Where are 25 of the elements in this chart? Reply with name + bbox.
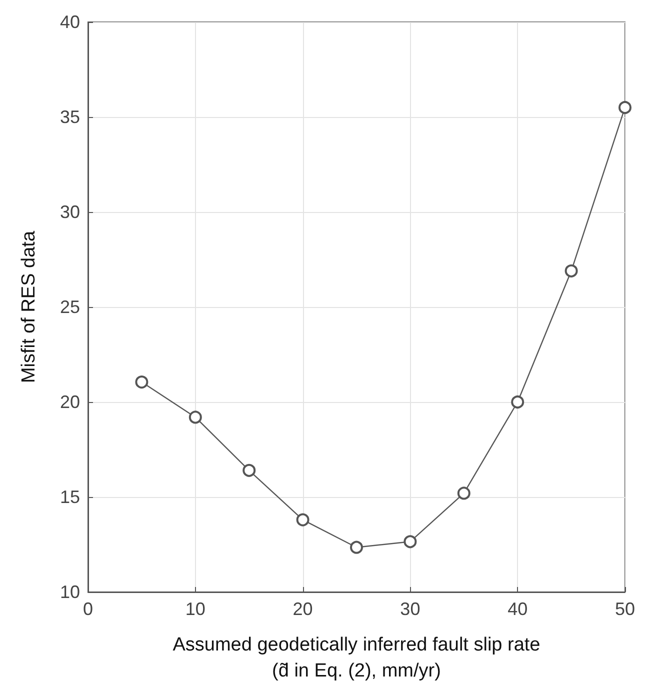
point — [511, 396, 524, 408]
y-tick-label: 10 — [60, 582, 80, 602]
x-axis-title: Assumed geodetically inferred fault slip rate (d̃ in Eq. (2), mm/yr) — [172, 634, 540, 682]
point — [188, 410, 202, 424]
y-tick-label: 25 — [60, 297, 80, 317]
point — [242, 464, 256, 477]
y-tick-label: 30 — [60, 202, 80, 222]
x-tick-label: 20 — [292, 599, 313, 619]
y-tick-label: 15 — [60, 487, 80, 507]
point — [296, 513, 310, 526]
y-axis-title: Misfit of RES data — [18, 230, 40, 384]
point — [564, 264, 578, 278]
y-tick-label: 35 — [60, 107, 80, 127]
x-tick-label: 10 — [185, 599, 206, 619]
x-tick-label: 50 — [614, 599, 636, 619]
x-tick-label: 0 — [82, 599, 94, 619]
point — [135, 376, 148, 389]
y-tick-label: 40 — [60, 12, 80, 32]
x-tick-label: 30 — [400, 599, 420, 619]
point — [404, 535, 417, 548]
point — [618, 101, 632, 114]
point — [457, 486, 470, 500]
point — [350, 540, 363, 554]
x-tick-label: 40 — [508, 599, 528, 619]
y-tick-label: 20 — [60, 392, 80, 412]
